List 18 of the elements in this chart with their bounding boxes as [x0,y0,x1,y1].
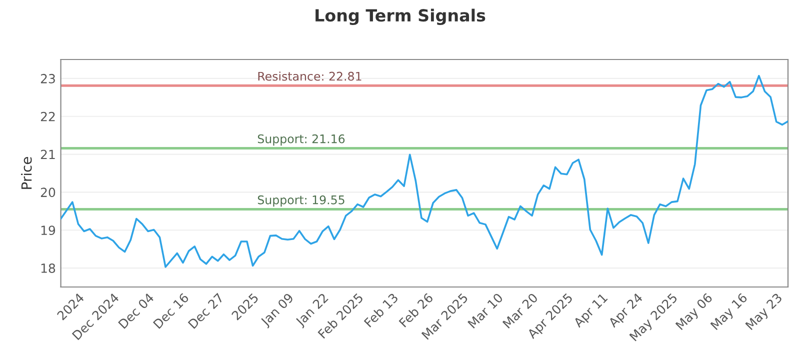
y-tick-label: 18 [41,264,56,273]
ref-line-label: Support: 19.55 [258,195,344,207]
chart-title: Long Term Signals [316,8,486,26]
ref-line-label: Resistance: 22.81 [258,72,362,81]
y-axis-title: Price [21,157,32,189]
y-tick-label: 21 [40,150,55,160]
y-tick-label: 19 [41,226,56,236]
y-tick-label: 22 [40,112,55,122]
ref-line-label: Support: 21.16 [258,134,345,146]
x-tick-label: Jan 09 [260,292,296,328]
x-tick-label: Dec 27 [188,292,224,329]
x-tick-label: Dec 16 [152,292,190,329]
x-tick-label: Apr 11 [572,292,610,330]
y-tick-label: 23 [40,74,55,84]
x-tick-label: Mar 10 [467,292,504,329]
x-tick-label: Feb 13 [364,292,399,328]
x-tick-label: Dec 04 [118,292,154,329]
y-tick-label: 20 [40,188,56,198]
